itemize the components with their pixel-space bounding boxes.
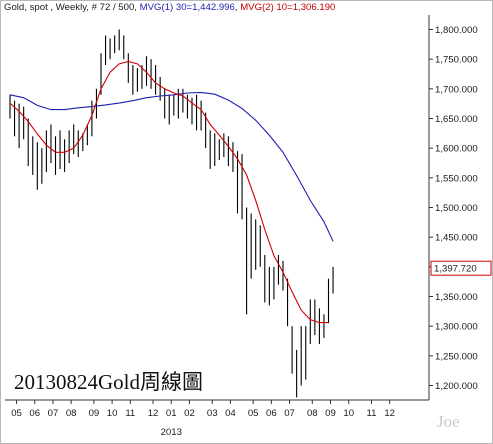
x-tick-label: 06	[29, 408, 40, 419]
x-tick-label: 09	[89, 408, 100, 419]
x-tick-label: 11	[125, 408, 135, 419]
moving-averages	[9, 60, 334, 324]
y-tick-label: 1,300.000	[435, 322, 478, 333]
y-tick-label: 1,450.000	[435, 233, 478, 244]
author-watermark: Joe	[437, 412, 460, 431]
y-tick-label: 1,250.000	[435, 351, 478, 362]
x-tick-label: 02	[184, 408, 195, 419]
x-tick-label: 05	[11, 408, 22, 419]
x-tick-label: 06	[266, 408, 277, 419]
x-tick-label: 08	[307, 408, 318, 419]
y-tick-label: 1,650.000	[435, 114, 478, 125]
x-axis: 05 06 07 08 09 10 11 12 01 02 03 04 05 06 07 08 09 10 11 12…	[11, 400, 395, 438]
header-ma10: MVG(2) 10=1,306.190	[240, 2, 336, 13]
x-tick-label: 03	[207, 408, 218, 419]
x-year-label: 2013	[161, 427, 182, 438]
x-tick-label: 08	[66, 408, 77, 419]
x-tick-label: 10	[343, 408, 354, 419]
x-tick-label: 12	[384, 408, 395, 419]
last-price-box	[430, 260, 492, 276]
x-tick-label: 10	[107, 408, 118, 419]
x-tick-label: 09	[325, 408, 336, 419]
header-separator: ,	[234, 2, 241, 13]
x-tick-label: 11	[366, 408, 376, 419]
ma10-line	[9, 60, 329, 324]
y-tick-label: 1,350.000	[435, 292, 478, 303]
last-price-label: 1,397.720	[434, 264, 477, 275]
chart-caption: 20130824Gold周線圖	[14, 370, 203, 394]
x-tick-label: 04	[225, 408, 236, 419]
header-ma30: MVG(1) 30=1,442.996	[139, 2, 235, 13]
y-tick-label: 1,800.000	[435, 25, 478, 36]
y-tick-label: 1,550.000	[435, 173, 478, 184]
y-tick-label: 1,700.000	[435, 84, 478, 95]
ohlc-bars	[9, 29, 334, 398]
x-tick-label: 12	[148, 408, 159, 419]
header-instrument: Gold, spot , Weekly, # 72 / 500,	[4, 2, 140, 13]
x-tick-label: 01	[166, 408, 177, 419]
y-tick-label: 1,200.000	[435, 381, 478, 392]
y-tick-label: 1,500.000	[435, 203, 478, 214]
y-axis: 1,200.0001,250.0001,300.0001,350.0001,40…	[429, 25, 478, 392]
chart-header: Gold, spot , Weekly, # 72 / 500, MVG(1) …	[4, 2, 335, 13]
y-tick-label: 1,750.000	[435, 55, 478, 66]
x-tick-label: 07	[284, 408, 295, 419]
last-price-marker: 1,397.720	[430, 260, 492, 276]
x-tick-label: 05	[248, 408, 259, 419]
y-tick-label: 1,600.000	[435, 144, 478, 155]
plot-area	[5, 15, 430, 401]
ma30-line	[9, 91, 334, 242]
x-tick-label: 07	[48, 408, 59, 419]
